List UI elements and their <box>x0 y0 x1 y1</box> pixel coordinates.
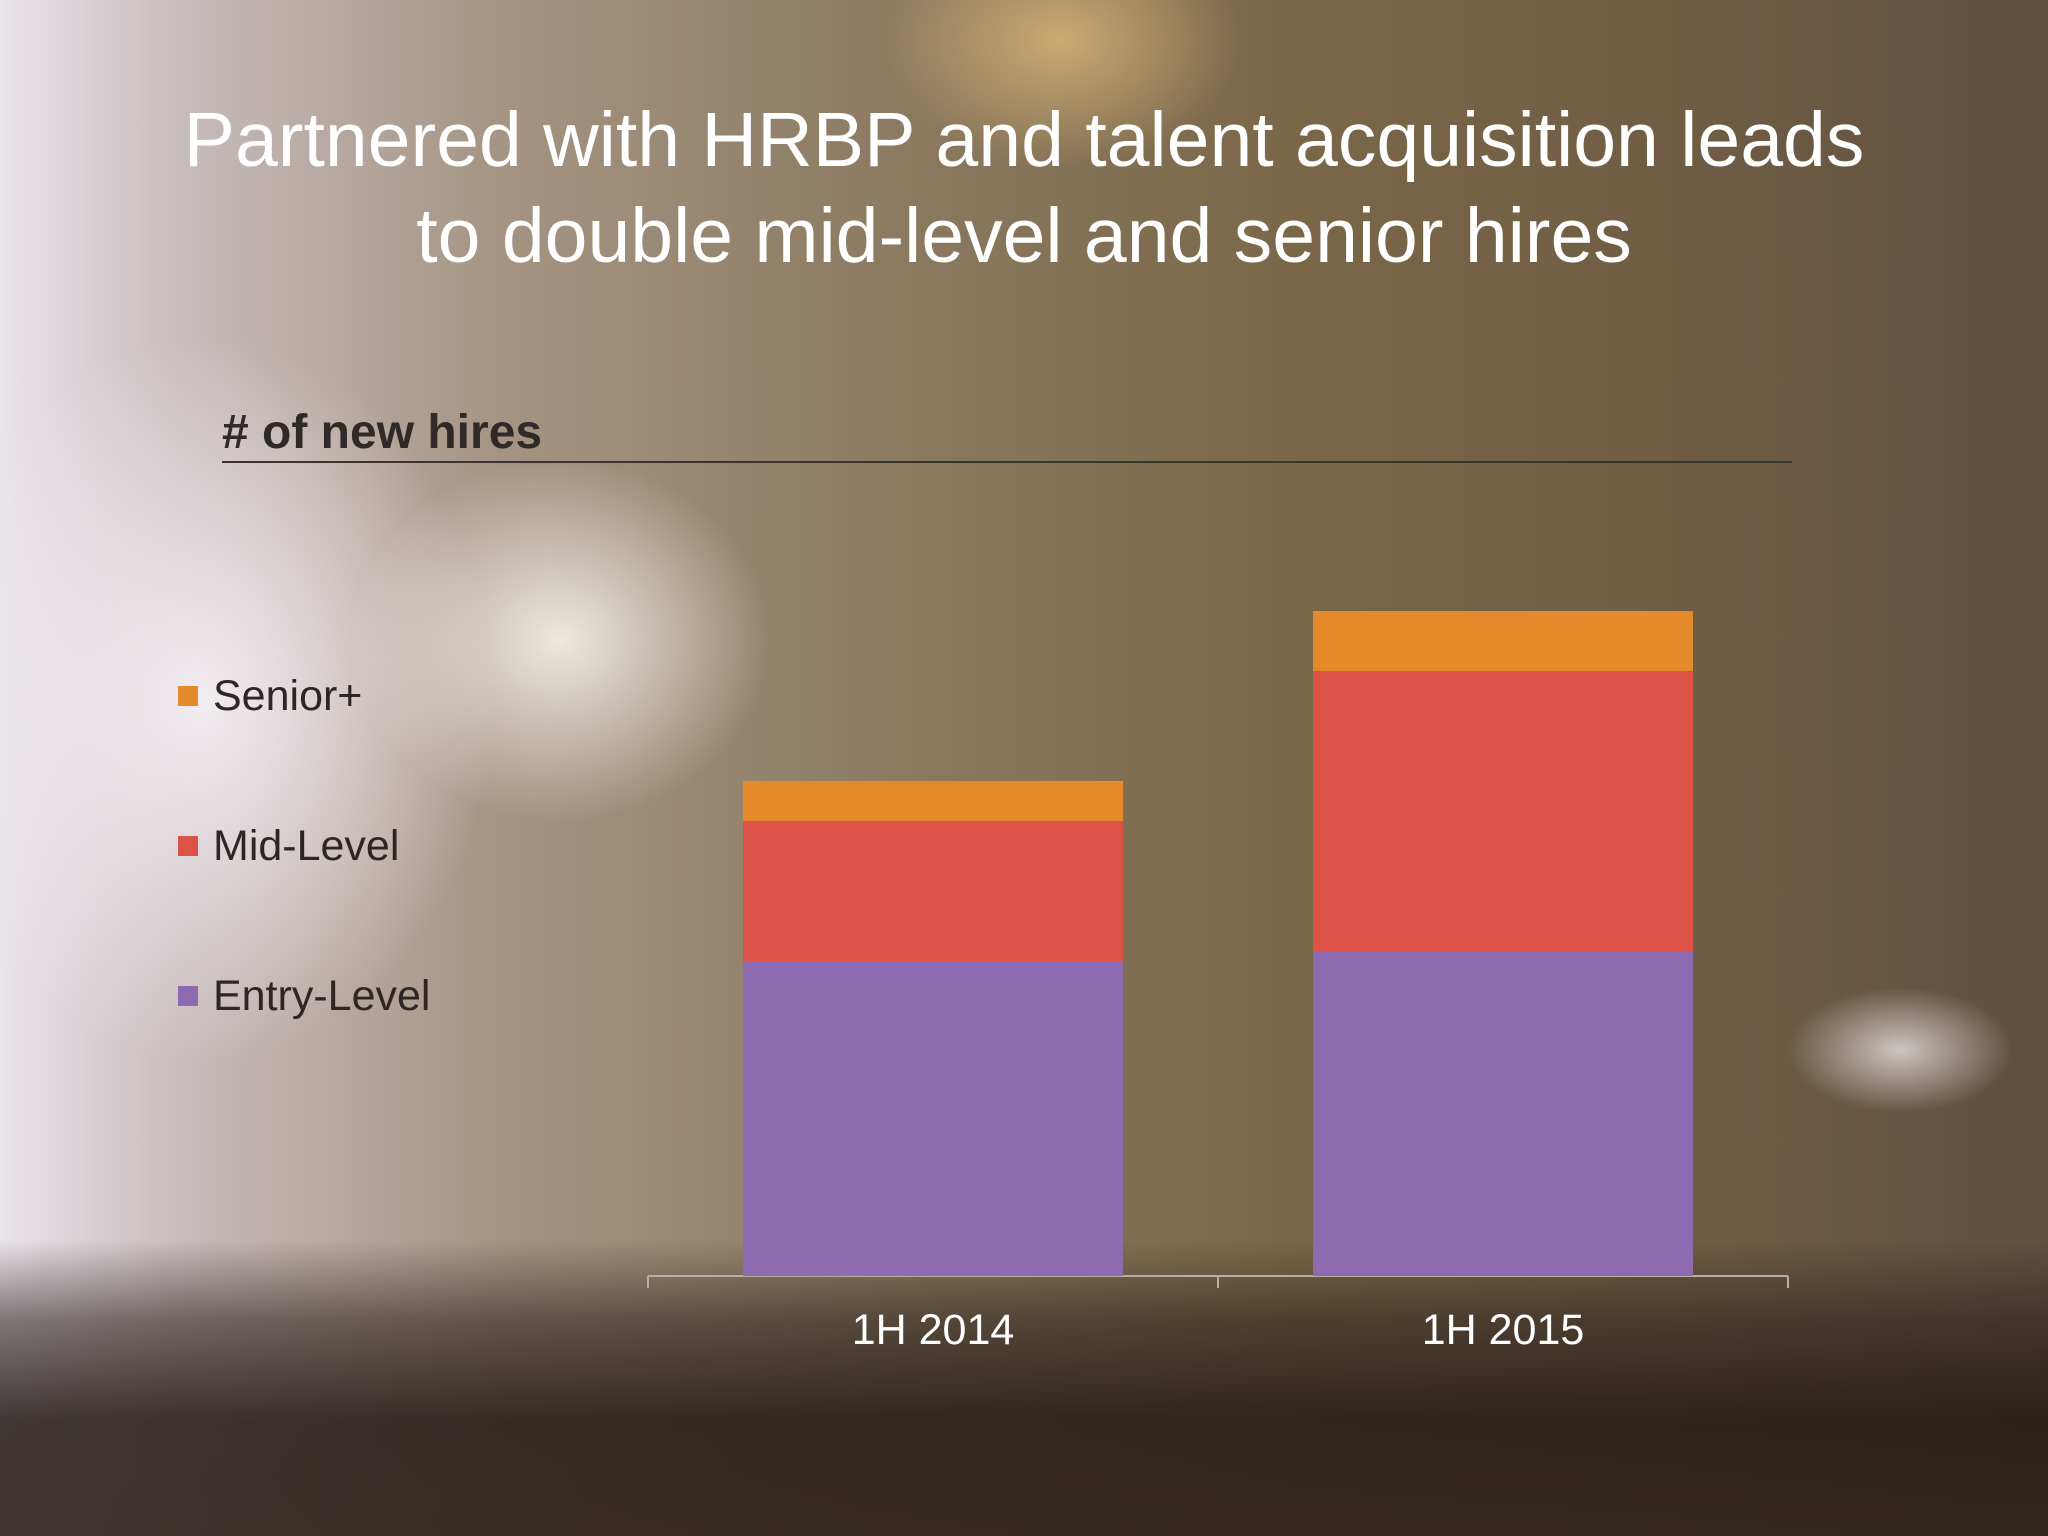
legend-label: Mid-Level <box>213 822 400 870</box>
chart-title: # of new hires <box>222 406 543 459</box>
bar-mid-level-1h-2015 <box>1313 671 1693 951</box>
bar-entry-level-1h-2014 <box>743 961 1123 1276</box>
legend-label: Senior+ <box>213 672 363 720</box>
x-tick-label: 1H 2015 <box>1422 1306 1585 1354</box>
x-tick-label: 1H 2014 <box>852 1306 1015 1354</box>
bar-entry-level-1h-2015 <box>1313 951 1693 1276</box>
bar-senior-1h-2014 <box>743 781 1123 821</box>
legend-label: Entry-Level <box>213 972 431 1020</box>
legend-swatch <box>178 686 198 706</box>
legend-swatch <box>178 986 198 1006</box>
bar-mid-level-1h-2014 <box>743 821 1123 961</box>
slide-title: Partnered with HRBP and talent acquisiti… <box>80 92 1968 284</box>
slide-title-line-1: Partnered with HRBP and talent acquisiti… <box>183 97 1865 183</box>
bar-senior-1h-2015 <box>1313 611 1693 671</box>
slide-title-line-2: to double mid-level and senior hires <box>416 193 1632 279</box>
legend-swatch <box>178 836 198 856</box>
chart-title-underline <box>222 461 1792 463</box>
